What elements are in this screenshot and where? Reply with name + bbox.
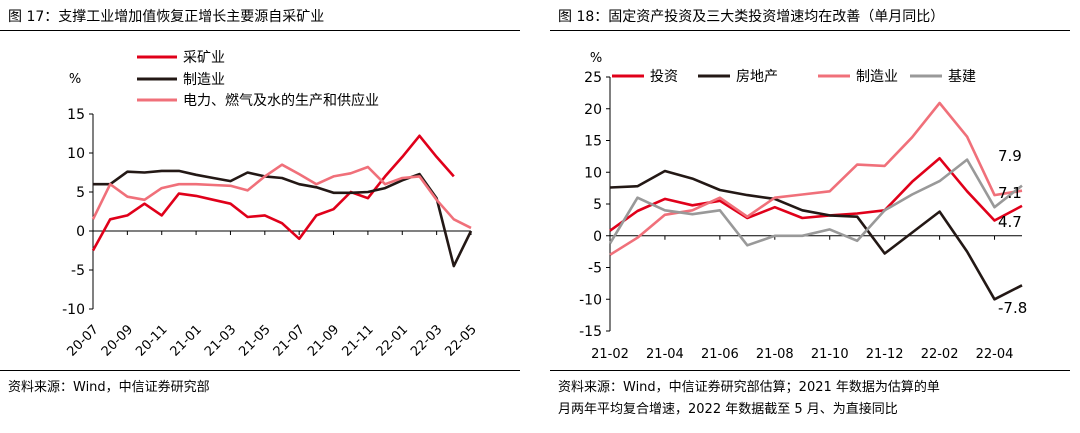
- series-line-4: [608, 158, 1023, 247]
- data-label: 4.7: [998, 213, 1022, 231]
- y-tick-label: 15: [67, 107, 85, 123]
- series-line-2: [93, 169, 473, 268]
- y-tick-label: 0: [593, 229, 602, 245]
- y-axis-unit: %: [69, 72, 81, 87]
- figure-17-panel: 图 17：支撑工业增加值恢复正增长主要源自采矿业 % 15 10 5 0 -5 -10 20-…: [0, 0, 530, 433]
- x-tick-label: 21-07: [271, 322, 308, 359]
- legend-label: 房地产: [736, 69, 778, 85]
- chart-industrial-value-added: %151050-5-1020-0720-0920-1121-0121-0321-…: [62, 50, 480, 360]
- x-tick-label: 22-05: [443, 322, 480, 359]
- chart-fixed-asset-investment: % 25 20 15 10 5 0 -5 -10 -15 21-02 21-04 21-06 21-08 2…: [579, 51, 1027, 362]
- x-tick-label: 21-09: [305, 322, 342, 359]
- series-line-1: [91, 134, 455, 252]
- y-tick-label: 5: [593, 197, 602, 213]
- figure-title: 图 17：支撑工业增加值恢复正增长主要源自采矿业: [8, 9, 325, 25]
- source-rule: [0, 370, 520, 371]
- series-line-3: [91, 163, 472, 230]
- figure-18-panel: 图 18：固定资产投资及三大类投资增速均在改善（单月同比） % 25 20 15 10 5…: [550, 0, 1080, 433]
- x-tick-label: 20-11: [133, 322, 170, 359]
- data-label: 7.1: [998, 184, 1022, 202]
- x-tick-label: 21-11: [339, 322, 376, 359]
- x-tick-label: 20-07: [65, 322, 102, 359]
- source-note-line-2: 月两年平均复合增速，2022 年数据截至 5 月、为直接同比: [558, 402, 898, 417]
- data-label: -7.8: [998, 299, 1027, 317]
- series-line-1: [609, 157, 1023, 232]
- y-tick-label: 25: [584, 70, 602, 86]
- y-tick-label: -5: [588, 261, 602, 277]
- data-label: 7.9: [998, 147, 1022, 165]
- source-note: 资料来源：Wind，中信证券研究部: [8, 380, 210, 395]
- y-tick-label: 10: [584, 165, 602, 181]
- y-tick-label: -10: [62, 302, 85, 318]
- y-tick-label: 5: [76, 185, 85, 201]
- y-tick-label: 20: [584, 102, 602, 118]
- source-rule: [550, 370, 1070, 371]
- y-tick-label: 15: [584, 134, 602, 150]
- title-rule: [0, 30, 520, 31]
- y-tick-label: 10: [67, 146, 85, 162]
- y-tick-label: 0: [76, 224, 85, 240]
- legend-label: 采矿业: [183, 50, 225, 66]
- x-tick-label: 21-01: [168, 322, 205, 359]
- y-tick-label: -10: [579, 292, 602, 308]
- legend-label: 基建: [948, 68, 976, 85]
- x-tick-label: 22-01: [374, 322, 411, 359]
- y-tick-label: -5: [71, 263, 85, 279]
- x-tick-label: 21-03: [202, 322, 239, 359]
- y-axis-unit: %: [590, 51, 602, 66]
- x-tick-label: 21-02: [591, 347, 629, 362]
- x-tick-label: 21-10: [811, 347, 849, 362]
- x-tick-label: 22-04: [976, 347, 1014, 362]
- x-tick-label: 21-08: [756, 347, 794, 362]
- title-rule: [550, 30, 1070, 31]
- x-tick-label: 21-06: [701, 347, 739, 362]
- legend-label: 电力、燃气及水的生产和供应业: [183, 92, 379, 109]
- legend-label: 制造业: [183, 72, 225, 88]
- x-tick-label: 20-09: [99, 322, 136, 359]
- x-tick-label: 21-12: [866, 347, 904, 362]
- x-tick-label: 21-04: [646, 347, 684, 362]
- x-tick-label: 21-05: [236, 322, 273, 359]
- source-note-line-1: 资料来源：Wind，中信证券研究部估算；2021 年数据为估算的单: [558, 380, 940, 395]
- y-tick-label: -15: [579, 324, 602, 340]
- legend-label: 制造业: [856, 69, 898, 85]
- figure-title: 图 18：固定资产投资及三大类投资增速均在改善（单月同比）: [558, 9, 945, 25]
- x-tick-label: 22-02: [921, 347, 959, 362]
- series-line-2: [609, 169, 1023, 301]
- legend-label: 投资: [650, 69, 678, 85]
- x-tick-label: 22-03: [408, 322, 445, 359]
